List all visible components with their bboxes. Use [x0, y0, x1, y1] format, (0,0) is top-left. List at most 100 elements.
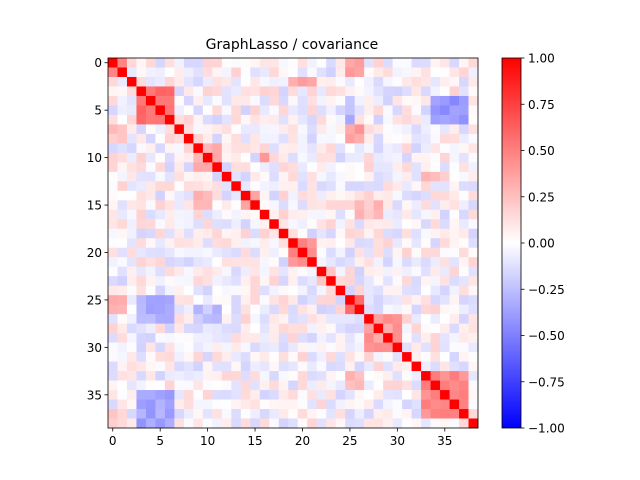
heatmap-cell — [288, 190, 299, 201]
heatmap-cell — [411, 181, 422, 192]
heatmap-cell — [193, 352, 204, 362]
heatmap-cell — [145, 209, 156, 220]
heatmap-cell — [240, 257, 251, 268]
heatmap-cell — [430, 390, 441, 400]
heatmap-cell — [250, 162, 261, 173]
heatmap-cell — [174, 162, 185, 173]
heatmap-cell — [383, 399, 393, 410]
heatmap-cell — [221, 114, 232, 125]
heatmap-cell — [164, 409, 175, 419]
heatmap-cell — [126, 219, 137, 230]
colorbar-tick-label: −0.25 — [528, 283, 565, 297]
heatmap-cell — [373, 380, 384, 391]
heatmap-cell — [240, 105, 251, 116]
heatmap-cell — [307, 333, 318, 343]
heatmap-cell — [459, 152, 469, 163]
heatmap-cell — [231, 133, 242, 144]
heatmap-cell — [392, 86, 403, 97]
heatmap-cell — [174, 409, 185, 419]
heatmap-cell — [440, 58, 450, 68]
heatmap-cell — [164, 209, 175, 220]
heatmap-cell — [354, 409, 365, 419]
heatmap-cell — [259, 380, 270, 391]
heatmap-cell — [117, 333, 128, 343]
heatmap-cell — [250, 209, 261, 220]
heatmap-cell — [164, 266, 175, 277]
heatmap-cell — [459, 228, 469, 239]
heatmap-cell — [297, 181, 308, 192]
heatmap-cell — [221, 200, 232, 211]
heatmap-cell — [212, 380, 223, 391]
heatmap-cell — [183, 276, 194, 286]
heatmap-cell — [335, 238, 346, 249]
heatmap-cell — [297, 285, 308, 296]
heatmap-cell — [316, 124, 327, 135]
heatmap-cell — [430, 409, 441, 419]
heatmap-cell — [307, 171, 318, 182]
heatmap-cell — [421, 314, 431, 324]
heatmap-cell — [421, 133, 431, 144]
heatmap-cell — [250, 266, 261, 277]
heatmap-cell — [164, 67, 175, 78]
heatmap-cell — [459, 181, 469, 192]
heatmap-cell — [145, 285, 156, 296]
heatmap-cell — [421, 323, 431, 334]
heatmap-cell — [430, 247, 441, 258]
heatmap-cell — [468, 390, 479, 400]
heatmap-cell — [145, 200, 156, 211]
heatmap-cell — [136, 200, 147, 211]
heatmap-cell — [269, 380, 280, 391]
heatmap-cell — [164, 152, 175, 163]
heatmap-cell — [354, 133, 365, 144]
heatmap-cell — [449, 114, 460, 125]
heatmap-cell — [421, 380, 431, 391]
heatmap-cell — [108, 209, 118, 220]
heatmap-cell — [221, 333, 232, 343]
heatmap-cell — [174, 399, 185, 410]
heatmap-cell — [231, 380, 242, 391]
heatmap-cell — [345, 390, 355, 400]
heatmap-cell — [297, 200, 308, 211]
heatmap-cell — [335, 200, 346, 211]
heatmap-cell — [297, 152, 308, 163]
heatmap-cell — [202, 209, 213, 220]
heatmap-cell — [174, 266, 185, 277]
heatmap-cell — [183, 380, 194, 391]
heatmap-cell — [335, 105, 346, 116]
heatmap-cell — [440, 295, 450, 305]
heatmap-cell — [145, 67, 156, 78]
heatmap-cell — [421, 399, 431, 410]
heatmap-cell — [288, 209, 299, 220]
heatmap-cell — [193, 190, 204, 201]
heatmap-cell — [392, 124, 403, 135]
heatmap-cell — [411, 228, 422, 239]
heatmap-cell — [193, 409, 204, 419]
heatmap-cell — [136, 266, 147, 277]
heatmap-cell — [392, 95, 403, 106]
colorbar-tick-label: −0.75 — [528, 375, 565, 389]
heatmap-cell — [136, 285, 147, 296]
heatmap-cell — [335, 323, 346, 334]
heatmap-cell — [440, 342, 450, 353]
heatmap-cell — [345, 162, 355, 173]
heatmap-cell — [212, 390, 223, 400]
heatmap-cell — [212, 171, 223, 182]
heatmap-cell — [155, 371, 166, 381]
heatmap-cell — [392, 105, 403, 116]
heatmap-cell — [459, 114, 469, 125]
heatmap-cell — [421, 295, 431, 305]
heatmap-cell — [459, 238, 469, 249]
heatmap-cell — [459, 342, 469, 353]
heatmap-cell — [326, 181, 336, 192]
heatmap-cell — [354, 333, 365, 343]
heatmap-cell — [108, 371, 118, 381]
heatmap-cell — [364, 95, 374, 106]
heatmap-cell — [278, 371, 289, 381]
heatmap-cell — [459, 257, 469, 268]
heatmap-cell — [250, 361, 261, 372]
heatmap-cell — [269, 295, 280, 305]
heatmap-cell — [269, 219, 280, 230]
heatmap-cell — [288, 114, 299, 125]
heatmap-cell — [126, 304, 137, 315]
